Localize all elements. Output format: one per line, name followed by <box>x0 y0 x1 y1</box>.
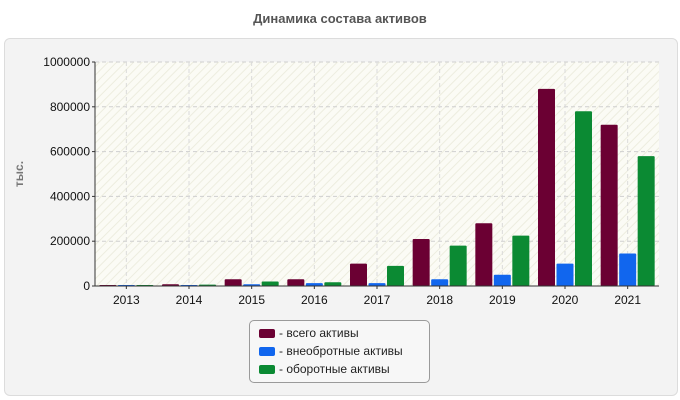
y-tick-label: 600000 <box>50 145 90 159</box>
y-tick-label: 800000 <box>50 100 90 114</box>
legend: - всего активы - внеобротные активы - об… <box>249 320 430 383</box>
x-tick-label: 2017 <box>364 293 391 307</box>
bar-2018-series-1 <box>431 279 449 286</box>
axes: 0 200000 400000 600000 800000 1000000 2013 2014… <box>43 55 659 307</box>
bar-2020-series-2 <box>575 111 592 286</box>
x-tick-label: 2014 <box>176 293 203 307</box>
y-tick-label: 400000 <box>50 189 90 203</box>
bar-2018-series-0 <box>412 238 430 286</box>
x-tick-label: 2018 <box>426 293 453 307</box>
legend-label-current-assets: - оборотные активы <box>279 362 390 376</box>
y-tick-label: 1000000 <box>43 55 90 69</box>
bar-2019-series-2 <box>512 235 530 286</box>
bar-2017-series-0 <box>350 263 367 286</box>
bar-2021-series-2 <box>637 156 655 286</box>
x-tick-label: 2016 <box>301 293 328 307</box>
bar-2020-series-0 <box>538 88 555 286</box>
y-tick-label: 0 <box>83 279 90 293</box>
x-tick-label: 2021 <box>614 293 641 307</box>
bar-2021-series-0 <box>600 124 618 286</box>
bar-2019-series-0 <box>475 223 493 286</box>
x-tick-label: 2013 <box>113 293 140 307</box>
bar-2020-series-1 <box>556 263 574 286</box>
legend-swatch-current-assets <box>259 364 275 374</box>
bar-2015-series-2 <box>261 281 279 286</box>
x-tick-label: 2015 <box>238 293 265 307</box>
legend-item-noncurrent-assets: - внеобротные активы <box>259 342 429 360</box>
bar-2015-series-0 <box>224 279 242 286</box>
legend-label-noncurrent-assets: - внеобротные активы <box>279 344 403 358</box>
y-tick-label: 200000 <box>50 234 90 248</box>
legend-swatch-noncurrent-assets <box>259 346 275 356</box>
x-tick-label: 2020 <box>552 293 579 307</box>
bar-2016-series-0 <box>287 279 305 286</box>
bar-2017-series-2 <box>387 265 404 286</box>
y-axis-label: тыс. <box>12 161 26 187</box>
bar-2018-series-2 <box>449 245 467 286</box>
bar-2017-series-1 <box>368 283 386 286</box>
bar-2021-series-1 <box>619 253 637 286</box>
bar-2016-series-2 <box>324 282 342 286</box>
bar-2019-series-1 <box>493 274 511 286</box>
chart-title: Динамика состава активов <box>253 11 427 26</box>
grid-lines <box>95 61 659 286</box>
bar-2016-series-1 <box>305 283 323 286</box>
legend-swatch-total-assets <box>259 328 275 338</box>
legend-item-current-assets: - оборотные активы <box>259 360 429 378</box>
bars <box>99 88 655 286</box>
legend-label-total-assets: - всего активы <box>279 326 359 340</box>
legend-item-total-assets: - всего активы <box>259 324 429 342</box>
x-tick-label: 2019 <box>489 293 516 307</box>
